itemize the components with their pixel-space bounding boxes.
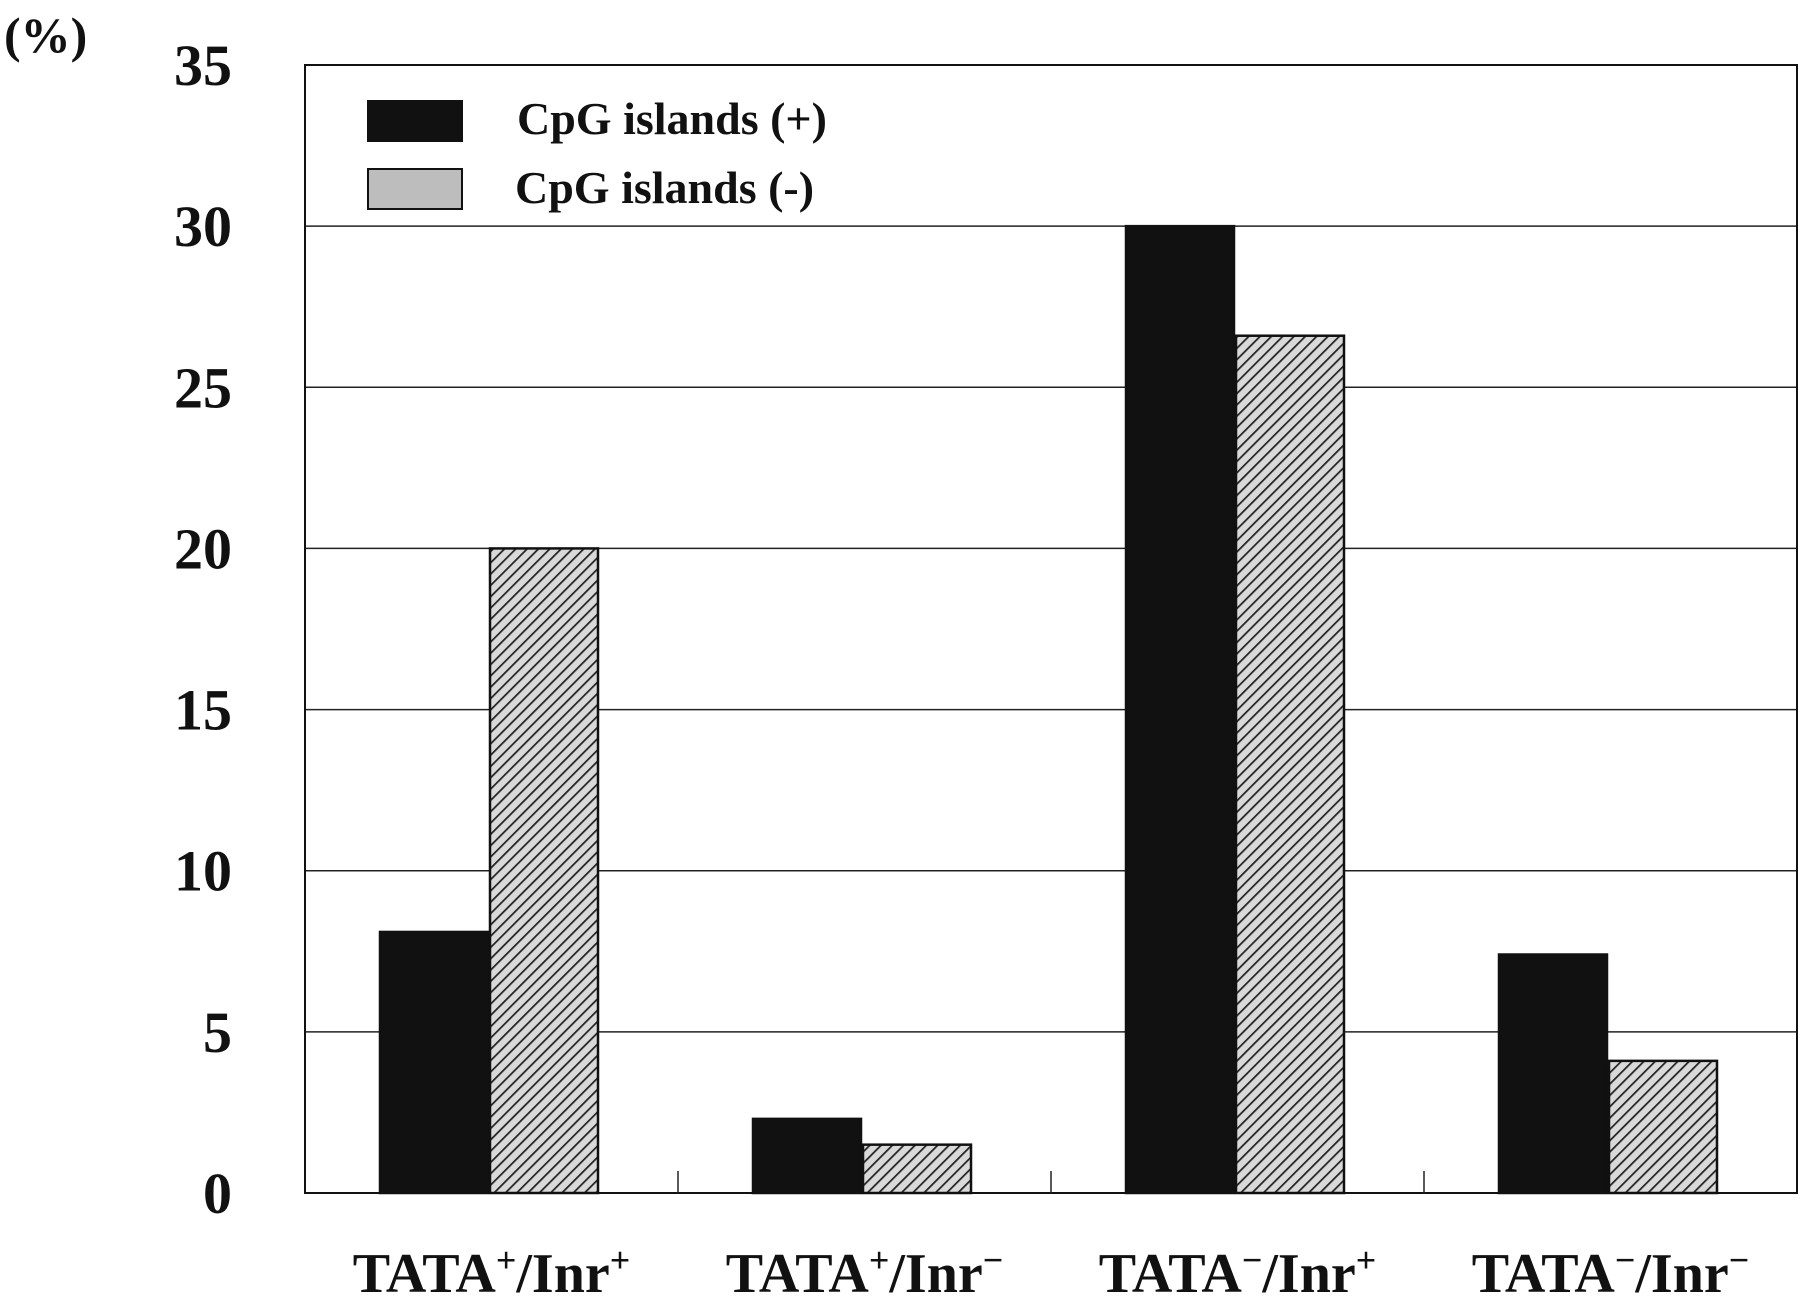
x-category-label: TATA+/Inr+ [353, 1240, 631, 1304]
bar-series0-cat2 [1124, 224, 1236, 1195]
x-category-label: TATA+/Inr− [726, 1240, 1004, 1304]
category-text: TATA [726, 1243, 870, 1304]
legend-swatch-cpg-minus [367, 168, 463, 210]
x-axis-category-labels: TATA+/Inr+ TATA+/Inr− TATA−/Inr+ TATA−/Inr− [353, 1240, 1750, 1304]
category-text: /Inr [888, 1243, 982, 1304]
category-superscript: − [983, 1240, 1004, 1280]
category-superscript: + [869, 1240, 890, 1280]
y-tick-label: 15 [174, 678, 232, 743]
category-superscript: + [1356, 1240, 1377, 1280]
category-superscript: − [1729, 1240, 1750, 1280]
x-axis-category-ticks [677, 1171, 1425, 1193]
category-text: TATA [1099, 1243, 1243, 1304]
legend: CpG islands (+) CpG islands (-) [367, 93, 827, 213]
bar-series0-cat0 [378, 930, 490, 1195]
y-tick-label: 20 [174, 516, 232, 581]
y-axis-unit-label: (%) [4, 7, 87, 63]
bar-series0-cat1 [751, 1117, 863, 1195]
y-tick-label: 25 [174, 355, 232, 420]
y-tick-label: 5 [203, 1000, 232, 1065]
bar-series1-cat2 [1234, 334, 1346, 1195]
category-superscript: − [1615, 1240, 1636, 1280]
bar-series0-cat3 [1497, 953, 1609, 1195]
category-text: /Inr [1261, 1243, 1355, 1304]
y-tick-label: 10 [174, 839, 232, 904]
y-tick-label: 0 [203, 1161, 232, 1226]
legend-label-cpg-plus: CpG islands (+) [517, 93, 827, 144]
bar-series1-cat0 [488, 547, 600, 1195]
bars [378, 224, 1719, 1195]
y-tick-label: 30 [174, 194, 232, 259]
category-text: /Inr [1634, 1243, 1728, 1304]
category-text: /Inr [515, 1243, 609, 1304]
y-axis-ticks: 0 5 10 15 20 25 30 35 [174, 33, 232, 1226]
category-superscript: + [610, 1240, 631, 1280]
bar-series1-cat3 [1607, 1059, 1719, 1195]
x-category-label: TATA−/Inr− [1472, 1240, 1750, 1304]
legend-swatch-cpg-plus [367, 100, 463, 142]
category-superscript: + [496, 1240, 517, 1280]
category-text: TATA [1472, 1243, 1616, 1304]
category-text: TATA [353, 1243, 497, 1304]
y-tick-label: 35 [174, 33, 232, 98]
legend-label-cpg-minus: CpG islands (-) [515, 162, 814, 213]
category-superscript: − [1242, 1240, 1263, 1280]
x-category-label: TATA−/Inr+ [1099, 1240, 1377, 1304]
bar-series1-cat1 [861, 1143, 973, 1195]
